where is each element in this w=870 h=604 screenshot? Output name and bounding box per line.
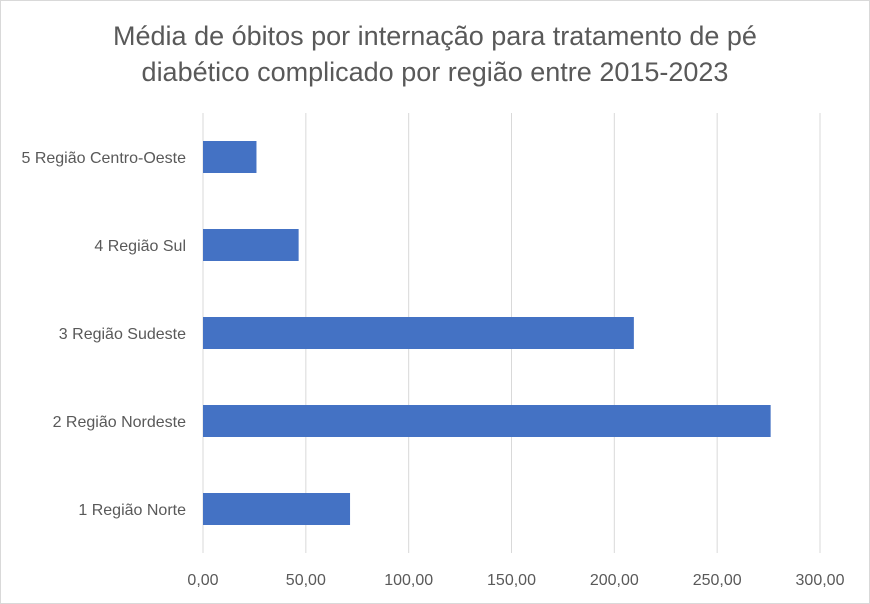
category-label: 3 Região Sudeste: [59, 326, 186, 343]
chart-title: Média de óbitos por internação para trat…: [0, 18, 870, 90]
x-tick-label: 100,00: [384, 572, 433, 589]
x-tick-label: 200,00: [590, 572, 639, 589]
x-tick-labels: 0,00 50,00 100,00 150,00 200,00 250,00 300,00: [187, 572, 844, 589]
x-tick-label: 250,00: [693, 572, 742, 589]
x-tick-label: 50,00: [286, 572, 326, 589]
x-tick-label: 0,00: [187, 572, 218, 589]
chart-title-line-2: diabético complicado por região entre 20…: [141, 57, 729, 87]
bar: [203, 229, 299, 261]
bar: [203, 141, 257, 173]
bar: [203, 405, 771, 437]
chart-title-line-1: Média de óbitos por internação para trat…: [113, 21, 757, 51]
category-label: 2 Região Nordeste: [53, 414, 187, 431]
category-label: 1 Região Norte: [78, 502, 186, 519]
category-label: 5 Região Centro-Oeste: [21, 150, 186, 167]
bar: [203, 493, 351, 525]
category-labels: 5 Região Centro-Oeste 4 Região Sul 3 Regiã…: [21, 150, 186, 519]
bars: [203, 141, 771, 525]
x-tick-label: 150,00: [487, 572, 536, 589]
bar: [203, 317, 634, 349]
category-label: 4 Região Sul: [94, 238, 186, 255]
x-tick-label: 300,00: [796, 572, 845, 589]
